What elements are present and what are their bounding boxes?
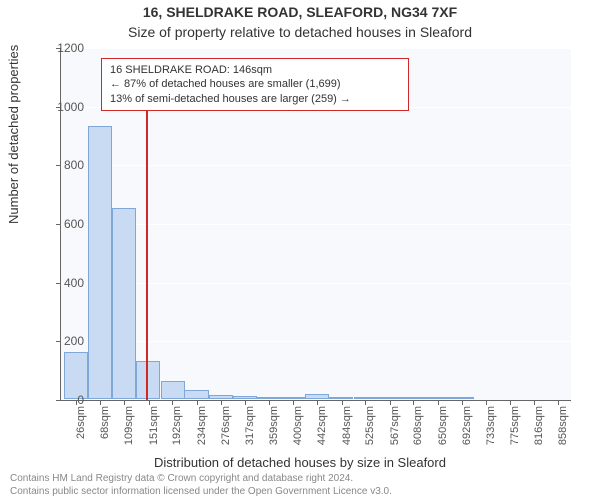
x-tick-mark	[365, 400, 366, 405]
histogram-bar	[209, 395, 233, 399]
histogram-bar	[402, 397, 426, 399]
x-tick-label: 608sqm	[412, 406, 424, 450]
x-tick-label: 484sqm	[341, 406, 353, 450]
annotation-box: 16 SHELDRAKE ROAD: 146sqm← 87% of detach…	[101, 58, 409, 111]
y-tick-label: 1200	[44, 41, 84, 55]
histogram-bar	[281, 397, 305, 399]
x-tick-mark	[124, 400, 125, 405]
x-tick-label: 733sqm	[485, 406, 497, 450]
credits: Contains HM Land Registry data © Crown c…	[10, 472, 600, 498]
x-tick-mark	[172, 400, 173, 405]
x-tick-label: 68sqm	[99, 406, 111, 450]
x-tick-mark	[486, 400, 487, 405]
x-tick-mark	[390, 400, 391, 405]
gridline	[61, 165, 571, 166]
x-tick-label: 109sqm	[123, 406, 135, 450]
histogram-bar	[112, 208, 136, 399]
histogram-bar	[426, 397, 450, 399]
credits-line2: Contains public sector information licen…	[10, 486, 392, 497]
y-tick-label: 600	[44, 217, 84, 231]
gridline	[61, 224, 571, 225]
x-tick-mark	[317, 400, 318, 405]
annotation-line3: 13% of semi-detached houses are larger (…	[110, 92, 400, 106]
x-tick-label: 151sqm	[148, 406, 160, 450]
x-tick-mark	[438, 400, 439, 405]
x-tick-label: 816sqm	[533, 406, 545, 450]
x-tick-label: 276sqm	[220, 406, 232, 450]
gridline	[61, 283, 571, 284]
chart-title-1: 16, SHELDRAKE ROAD, SLEAFORD, NG34 7XF	[0, 4, 600, 20]
histogram-bar	[233, 396, 257, 399]
annotation-line1: 16 SHELDRAKE ROAD: 146sqm	[110, 63, 400, 77]
x-tick-mark	[149, 400, 150, 405]
x-tick-label: 775sqm	[509, 406, 521, 450]
x-tick-label: 359sqm	[268, 406, 280, 450]
y-tick-label: 0	[44, 393, 84, 407]
x-tick-mark	[245, 400, 246, 405]
chart-title-2: Size of property relative to detached ho…	[0, 24, 600, 40]
x-tick-mark	[221, 400, 222, 405]
x-tick-mark	[462, 400, 463, 405]
histogram-bar	[450, 397, 474, 399]
chart-container: 16 SHELDRAKE ROAD: 146sqm← 87% of detach…	[60, 48, 570, 400]
x-tick-label: 442sqm	[316, 406, 328, 450]
gridline	[61, 341, 571, 342]
x-tick-mark	[413, 400, 414, 405]
x-tick-label: 317sqm	[244, 406, 256, 450]
x-tick-mark	[197, 400, 198, 405]
histogram-bar	[64, 352, 88, 399]
x-tick-label: 525sqm	[364, 406, 376, 450]
histogram-bar	[257, 397, 281, 399]
marker-line	[146, 106, 148, 400]
histogram-bar	[354, 397, 378, 399]
credits-line1: Contains HM Land Registry data © Crown c…	[10, 473, 353, 484]
y-tick-label: 1000	[44, 100, 84, 114]
x-tick-label: 26sqm	[75, 406, 87, 450]
histogram-bar	[184, 390, 208, 399]
histogram-bar	[88, 126, 112, 399]
gridline	[61, 48, 571, 49]
plot-area: 16 SHELDRAKE ROAD: 146sqm← 87% of detach…	[60, 48, 571, 401]
y-tick-label: 800	[44, 158, 84, 172]
x-tick-mark	[269, 400, 270, 405]
x-tick-mark	[558, 400, 559, 405]
x-axis-label: Distribution of detached houses by size …	[0, 455, 600, 470]
histogram-bar	[377, 397, 401, 399]
x-tick-label: 192sqm	[171, 406, 183, 450]
y-axis-label: Number of detached properties	[6, 45, 21, 224]
annotation-line2: ← 87% of detached houses are smaller (1,…	[110, 77, 400, 91]
y-tick-label: 400	[44, 276, 84, 290]
histogram-bar	[161, 381, 185, 399]
x-tick-label: 858sqm	[557, 406, 569, 450]
histogram-bar	[329, 397, 353, 399]
x-tick-mark	[293, 400, 294, 405]
x-tick-mark	[100, 400, 101, 405]
x-tick-mark	[342, 400, 343, 405]
x-tick-label: 567sqm	[389, 406, 401, 450]
x-tick-label: 692sqm	[461, 406, 473, 450]
x-tick-label: 234sqm	[196, 406, 208, 450]
x-tick-mark	[534, 400, 535, 405]
histogram-bar	[305, 394, 329, 399]
y-tick-label: 200	[44, 334, 84, 348]
histogram-bar	[136, 361, 160, 399]
x-tick-label: 650sqm	[437, 406, 449, 450]
x-tick-mark	[510, 400, 511, 405]
x-tick-label: 400sqm	[292, 406, 304, 450]
